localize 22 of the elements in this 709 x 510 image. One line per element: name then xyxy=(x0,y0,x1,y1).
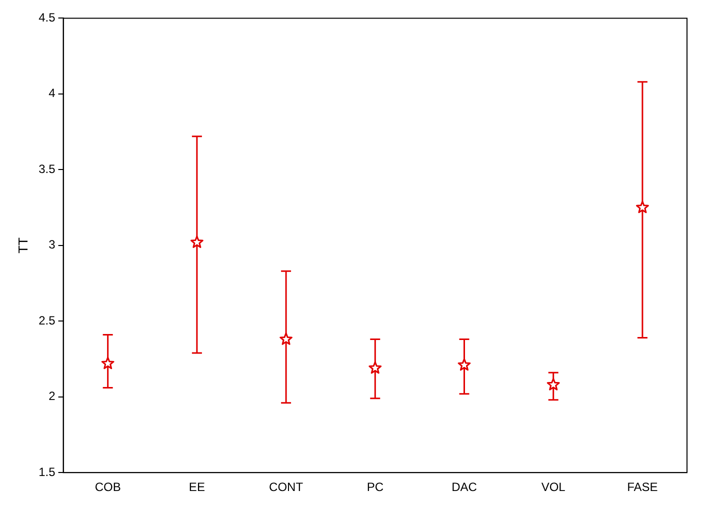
point xyxy=(101,356,114,370)
point xyxy=(190,236,204,248)
point xyxy=(280,332,292,345)
x-tick-label: FASE xyxy=(627,480,658,494)
x-tick-label: VOL xyxy=(541,480,566,494)
y-tick-label: 4 xyxy=(48,86,56,100)
x-tick-label: EE xyxy=(188,480,205,494)
x-tick-label: DAC xyxy=(452,480,478,494)
point xyxy=(458,358,471,371)
y-tick-label: 3 xyxy=(48,238,56,252)
y-tick-label: 4.5 xyxy=(38,10,56,25)
y-axis-title: TT xyxy=(15,237,30,254)
y-tick-label: 3.5 xyxy=(38,162,56,176)
point xyxy=(368,361,382,374)
y-tick-label: 2.5 xyxy=(38,313,56,328)
x-tick-label: COB xyxy=(94,480,121,494)
x-tick-label: PC xyxy=(366,480,384,494)
x-tick-label: CONT xyxy=(269,480,304,494)
point xyxy=(636,200,649,214)
y-tick-label: 2 xyxy=(48,389,56,404)
y-tick-label: 1.5 xyxy=(38,464,56,479)
point xyxy=(546,378,560,390)
